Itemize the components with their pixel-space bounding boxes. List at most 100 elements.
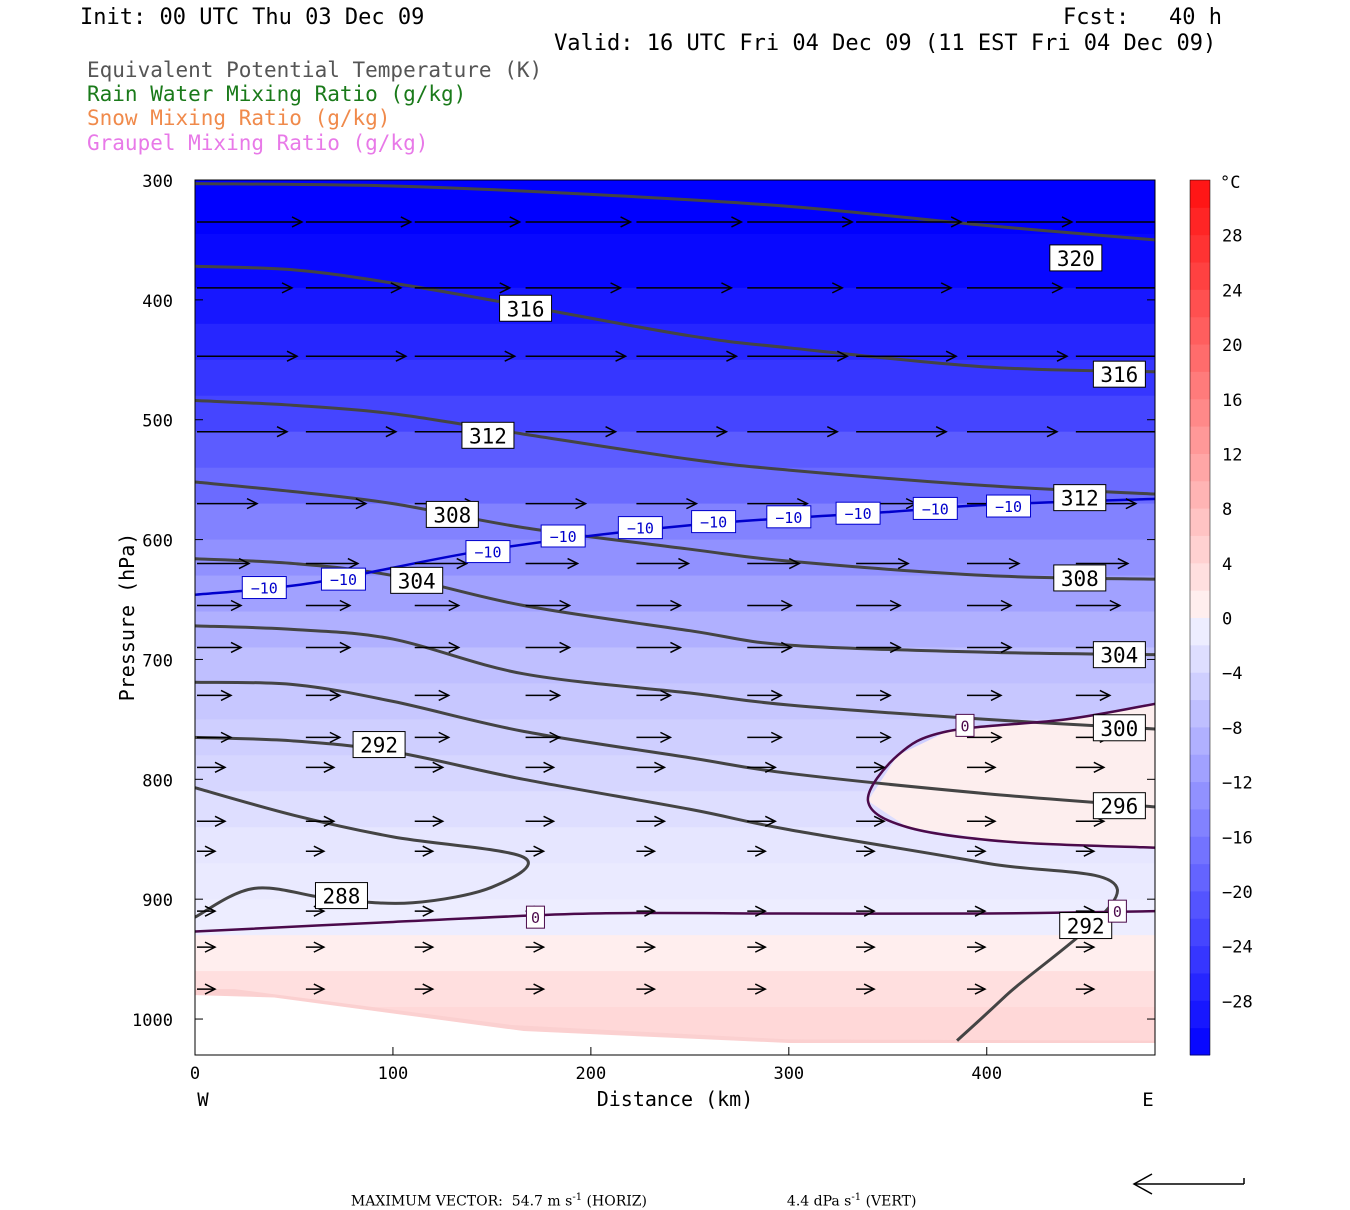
wind-vector: [856, 845, 876, 857]
x-east-label: E: [1142, 1089, 1153, 1111]
wind-head: [575, 497, 588, 510]
wind-vector: [856, 689, 892, 702]
colorbar-swatch: [1190, 890, 1210, 919]
wind-vector: [1075, 599, 1122, 612]
wind-head: [313, 983, 326, 995]
wind-vector: [747, 350, 849, 362]
wind-vector: [636, 641, 683, 654]
wind-vector: [197, 641, 243, 654]
theta-e-label-320: 320: [1049, 244, 1103, 272]
wind-head: [567, 557, 580, 570]
max-vector-vert-value: 4.4 dPa s: [786, 1193, 852, 1210]
wind-head: [230, 599, 243, 612]
wind-vector: [747, 557, 801, 570]
wind-head: [1099, 689, 1112, 702]
wind-vector: [636, 557, 691, 570]
theta-e-label-text: 292: [360, 734, 398, 758]
wind-vector: [636, 905, 657, 917]
wind-head: [204, 905, 217, 917]
wind-vector: [966, 815, 997, 827]
wind-head: [670, 599, 683, 612]
theta-e-label-text: 312: [1061, 487, 1099, 511]
wind-head: [1117, 557, 1130, 570]
label-box: [691, 510, 737, 534]
wind-head: [422, 845, 435, 857]
wind-vector: [966, 641, 1013, 654]
wind-vector: [197, 815, 227, 827]
colorbar-swatch: [1190, 207, 1210, 236]
wind-vector: [414, 282, 512, 294]
wind-head: [276, 426, 289, 438]
wind-head: [1161, 283, 1171, 293]
wind-vector: [525, 983, 546, 995]
colorbar-swatch: [1190, 808, 1210, 837]
axes: 300 400 500 600 700 800 900 1000 0 100 200 300 400 W E…: [115, 172, 1155, 1111]
wind-head: [841, 216, 854, 228]
init-time: Init: 00 UTC Thu 03 Dec 09: [80, 5, 425, 30]
wind-head: [950, 216, 963, 228]
theta-e-label-text: 308: [433, 503, 471, 527]
wind-head: [984, 815, 997, 827]
maximum-vector-label: MAXIMUM VECTOR: 54.7 m s-1 (HORIZ): [342, 1176, 647, 1210]
wind-vector: [1075, 689, 1112, 702]
colorbar-tick-label: 24: [1222, 281, 1242, 301]
wind-vector: [197, 426, 289, 438]
label-box: [320, 567, 366, 591]
wind-head: [716, 426, 729, 438]
wind-vector: [856, 350, 958, 362]
theta-e-label-text: 296: [1100, 795, 1138, 819]
wind-head: [230, 641, 243, 654]
wind-vector: [636, 731, 673, 744]
wind-vector: [305, 761, 336, 773]
wind-head: [678, 557, 691, 570]
theta-e-contour-312: [195, 399, 1155, 496]
wind-head: [945, 350, 958, 362]
colorbar-tick-label: 20: [1222, 336, 1242, 356]
wind-head: [1156, 427, 1166, 437]
colorbar-swatch: [1190, 371, 1210, 400]
label-box: [1053, 564, 1107, 592]
label-box: [390, 566, 444, 594]
wind-vector: [856, 731, 892, 744]
y-tick-label: 1000: [132, 1011, 173, 1031]
theta-e-label-text: 316: [507, 297, 545, 321]
colorbar-swatch: [1190, 644, 1210, 673]
wind-head: [780, 599, 793, 612]
colorbar-swatch: [1190, 945, 1210, 974]
wind-vector: [856, 557, 910, 570]
temp-label-text: −10: [700, 514, 727, 532]
y-tick-label: 400: [142, 292, 173, 312]
colorbar-tick-label: −28: [1222, 992, 1253, 1012]
max-vector-horiz-exp: -1: [572, 1192, 583, 1203]
theta-e-contour-300: [195, 624, 1155, 731]
wind-vector: [414, 815, 445, 827]
colorbar-swatch: [1190, 672, 1210, 701]
theta-e-label-text: 304: [1100, 644, 1138, 668]
wind-vector: [525, 282, 623, 294]
temp-label-zero: 0: [1107, 899, 1127, 923]
wind-vector: [305, 426, 398, 438]
wind-head: [438, 689, 451, 702]
colorbar-tick-label: 28: [1222, 227, 1242, 247]
colorbar-tick-label: 16: [1222, 391, 1242, 411]
wind-vector: [966, 761, 997, 773]
y-tick-label: 500: [142, 412, 173, 432]
label-box: [912, 496, 958, 520]
wind-head: [873, 815, 886, 827]
temp-band: [195, 287, 1155, 325]
x-tick-label: 0: [190, 1064, 200, 1084]
theta-e-contour-296: [195, 680, 1155, 809]
wind-head: [559, 599, 572, 612]
label-box: [1059, 912, 1113, 940]
wind-vector: [966, 845, 987, 857]
wind-head: [329, 689, 342, 702]
legend-graupel: Graupel Mixing Ratio (g/kg): [87, 131, 429, 155]
wind-head: [432, 815, 445, 827]
wind-head: [204, 845, 217, 857]
temp-label-minus10: −10: [766, 505, 812, 529]
label-box: [1092, 360, 1146, 388]
theta-e-label-288: 288: [314, 882, 368, 910]
wind-head: [770, 731, 783, 744]
temp-label-minus10: −10: [986, 494, 1032, 518]
wind-vector: [636, 983, 657, 995]
